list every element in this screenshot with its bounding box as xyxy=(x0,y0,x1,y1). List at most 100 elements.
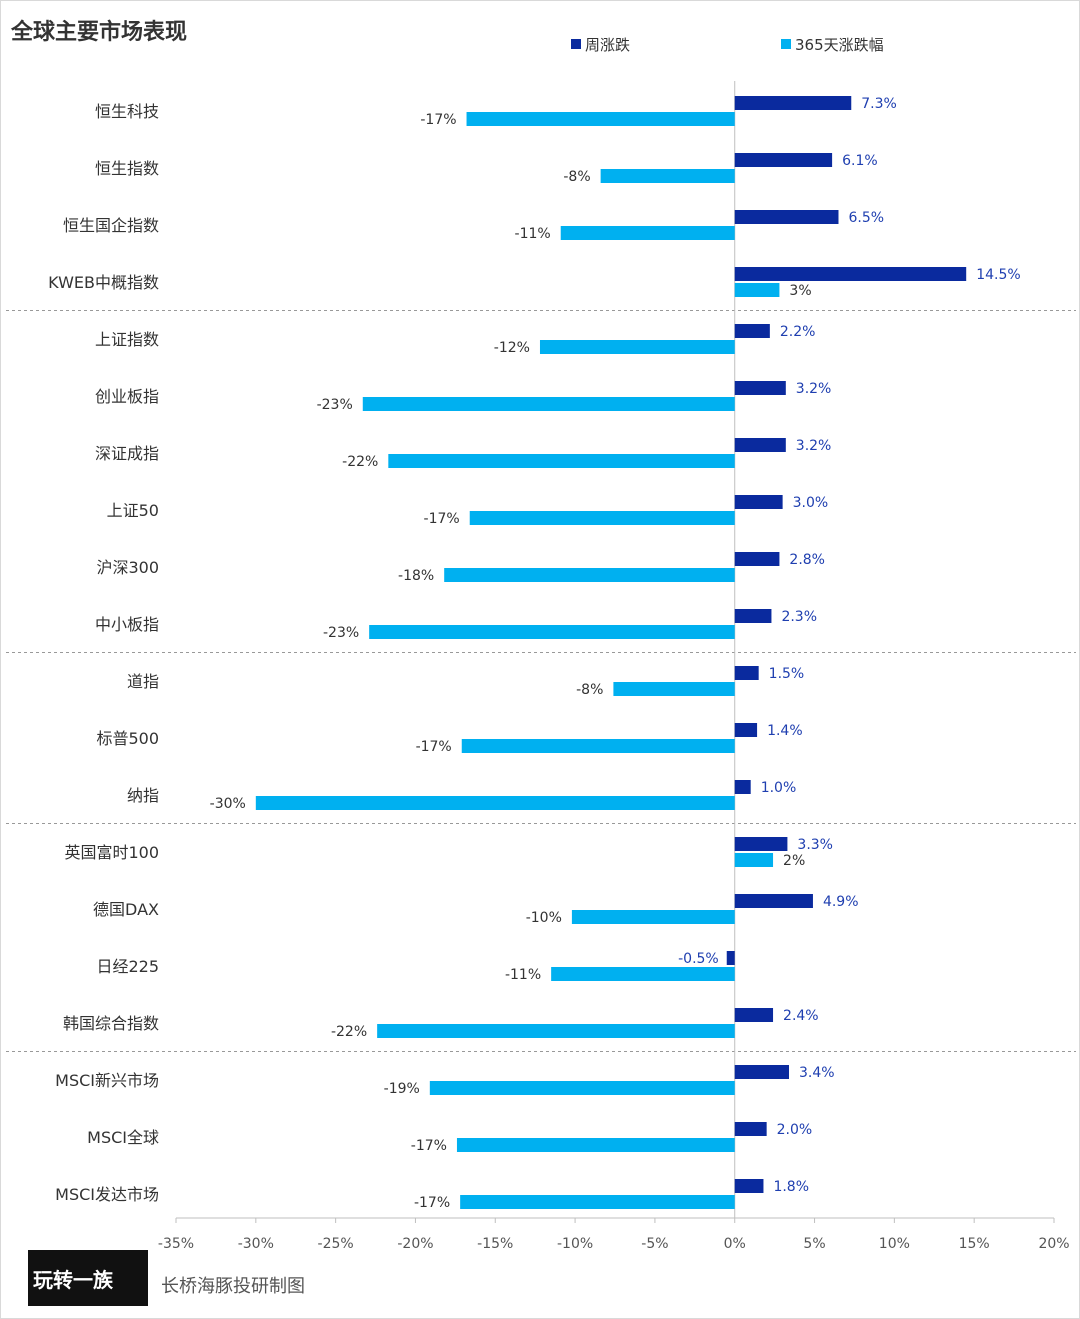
source-footer: 玩转一族 长桥海豚投研制图 xyxy=(28,1250,305,1306)
weekly-bar xyxy=(726,951,735,965)
x-tick-label: 10% xyxy=(879,1236,910,1252)
yearly-bar xyxy=(255,796,735,810)
weekly-bar xyxy=(734,1179,764,1193)
weekly-bar xyxy=(734,381,786,395)
yearly-bar xyxy=(377,1024,735,1038)
weekly-value-label: 3.2% xyxy=(796,381,832,397)
yearly-bar xyxy=(600,169,735,183)
weekly-value-label: 6.1% xyxy=(842,153,878,169)
x-tick-label: -15% xyxy=(477,1236,513,1252)
yearly-value-label: -22% xyxy=(342,454,378,470)
weekly-bar xyxy=(734,837,788,851)
yearly-value-label: -30% xyxy=(210,796,246,812)
weekly-value-label: -0.5% xyxy=(678,951,719,967)
category-label: 恒生指数 xyxy=(95,159,159,178)
x-tick-label: -25% xyxy=(318,1236,354,1252)
yearly-value-label: -17% xyxy=(414,1195,450,1211)
yearly-bar xyxy=(429,1081,735,1095)
x-tick-label: -5% xyxy=(641,1236,668,1252)
category-label: 韩国综合指数 xyxy=(63,1014,159,1033)
weekly-bar xyxy=(734,894,813,908)
weekly-value-label: 3.3% xyxy=(797,837,833,853)
weekly-value-label: 4.9% xyxy=(823,894,859,910)
weekly-value-label: 2.4% xyxy=(783,1008,819,1024)
category-label: 英国富时100 xyxy=(64,843,159,862)
legend-swatch-yearly xyxy=(781,39,791,49)
legend: 周涨跌 365天涨跌幅 xyxy=(571,36,884,54)
yearly-bar xyxy=(466,112,735,126)
yearly-bar xyxy=(456,1138,735,1152)
yearly-value-label: -11% xyxy=(515,226,551,242)
yearly-value-label: -17% xyxy=(416,739,452,755)
x-tick-label: -30% xyxy=(238,1236,274,1252)
category-label: 恒生国企指数 xyxy=(63,216,159,235)
category-label: 创业板指 xyxy=(95,387,159,406)
yearly-value-label: -8% xyxy=(576,682,603,698)
weekly-bar xyxy=(734,210,839,224)
yearly-value-label: 2% xyxy=(783,853,805,869)
weekly-value-label: 7.3% xyxy=(861,96,897,112)
yearly-value-label: 3% xyxy=(789,283,811,299)
weekly-bar xyxy=(734,780,751,794)
weekly-value-label: 6.5% xyxy=(848,210,884,226)
yearly-bar xyxy=(539,340,735,354)
legend-swatch-weekly xyxy=(571,39,581,49)
weekly-value-label: 14.5% xyxy=(976,267,1020,283)
category-label: 德国DAX xyxy=(93,900,159,919)
weekly-value-label: 1.5% xyxy=(769,666,805,682)
weekly-bar xyxy=(734,1122,767,1136)
yearly-bar xyxy=(551,967,735,981)
category-label: 道指 xyxy=(127,672,159,691)
weekly-value-label: 2.3% xyxy=(781,609,817,625)
weekly-value-label: 2.0% xyxy=(777,1122,813,1138)
category-label: 标普500 xyxy=(96,729,159,748)
yearly-bar xyxy=(613,682,735,696)
category-label: KWEB中概指数 xyxy=(48,273,159,292)
yearly-value-label: -19% xyxy=(384,1081,420,1097)
yearly-value-label: -10% xyxy=(526,910,562,926)
weekly-bar xyxy=(734,1008,774,1022)
category-label: 上证指数 xyxy=(95,330,159,349)
weekly-value-label: 3.4% xyxy=(799,1065,835,1081)
x-tick-label: 15% xyxy=(959,1236,990,1252)
weekly-value-label: 3.0% xyxy=(793,495,829,511)
weekly-value-label: 1.0% xyxy=(761,780,797,796)
yearly-bar xyxy=(571,910,735,924)
category-label: MSCI新兴市场 xyxy=(55,1071,159,1090)
weekly-bar xyxy=(734,609,772,623)
x-tick-label: 20% xyxy=(1038,1236,1069,1252)
yearly-bar xyxy=(362,397,735,411)
yearly-value-label: -23% xyxy=(323,625,359,641)
weekly-bar xyxy=(734,438,786,452)
yearly-value-label: -22% xyxy=(331,1024,367,1040)
yearly-bar xyxy=(444,568,735,582)
x-tick-label: 0% xyxy=(724,1236,746,1252)
category-label: 上证50 xyxy=(107,501,159,520)
category-label: 恒生科技 xyxy=(95,102,159,121)
weekly-value-label: 3.2% xyxy=(796,438,832,454)
source-badge xyxy=(28,1250,148,1306)
weekly-bar xyxy=(734,1065,790,1079)
yearly-bar xyxy=(734,853,774,867)
yearly-value-label: -17% xyxy=(420,112,456,128)
weekly-value-label: 1.4% xyxy=(767,723,803,739)
x-tick-label: -20% xyxy=(397,1236,433,1252)
weekly-bar xyxy=(734,723,758,737)
yearly-value-label: -12% xyxy=(494,340,530,356)
weekly-value-label: 1.8% xyxy=(773,1179,809,1195)
yearly-bar xyxy=(460,1195,735,1209)
weekly-value-label: 2.8% xyxy=(789,552,825,568)
yearly-bar xyxy=(369,625,735,639)
source-text: 长桥海豚投研制图 xyxy=(161,1276,305,1297)
yearly-value-label: -17% xyxy=(411,1138,447,1154)
yearly-value-label: -17% xyxy=(424,511,460,527)
yearly-bar xyxy=(461,739,735,753)
x-tick-label: -10% xyxy=(557,1236,593,1252)
yearly-bar xyxy=(388,454,735,468)
category-label: MSCI发达市场 xyxy=(55,1185,159,1204)
x-tick-label: -35% xyxy=(158,1236,194,1252)
category-label: 沪深300 xyxy=(96,558,159,577)
weekly-bar xyxy=(734,495,783,509)
